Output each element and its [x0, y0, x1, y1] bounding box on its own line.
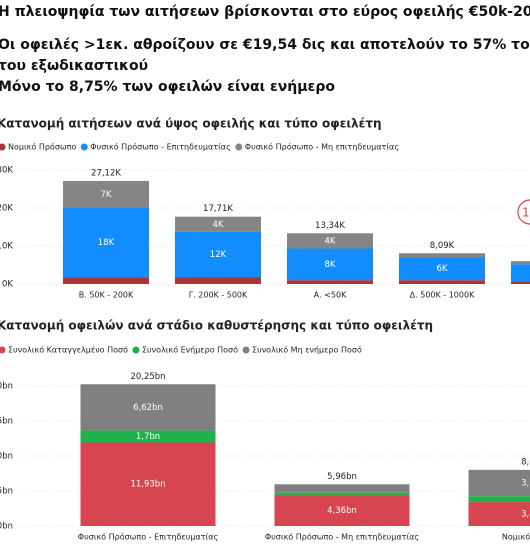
data-label: 11,93bn [130, 480, 165, 490]
bar-segment [399, 253, 485, 258]
bar-segment [287, 248, 373, 281]
total-label: 8,02bn [521, 457, 530, 467]
bar-segment [63, 277, 149, 284]
total-label: 8,09K [430, 241, 455, 251]
legend-label: Φυσικό Πρόσωπο - Επιτηδευματίας [90, 142, 230, 152]
y-tick-label: 20K [0, 204, 13, 214]
data-label: 12K [210, 250, 227, 260]
header-line: Μόνο το 8,75% των οφειλών είναι ενήμερο [0, 79, 335, 95]
legend-label: Συνολικό Ενήμερο Ποσό [142, 345, 238, 355]
header-line: του εξωδικαστικού [0, 58, 148, 74]
legend-marker [132, 346, 140, 354]
total-label: 20,25bn [130, 372, 165, 382]
y-tick-label: 5bn [0, 487, 13, 497]
bar-segment [468, 469, 530, 497]
data-label: 4K [213, 220, 224, 230]
legend-label: Συνολικό Μη ενήμερο Ποσό [252, 345, 362, 355]
total-label: 13,34K [315, 221, 345, 231]
total-label: 27,12K [91, 168, 121, 178]
bar-segment [511, 281, 530, 284]
bar-segment [80, 384, 216, 431]
bar-segment [175, 277, 261, 284]
data-label: 6,62bn [133, 403, 163, 413]
bar-segment [274, 495, 410, 526]
total-label: 5,96bn [327, 472, 357, 482]
legend-label: Νομικό Πρόσωπο [8, 142, 76, 152]
legend-marker [0, 346, 6, 354]
y-tick-label: 0K [2, 280, 13, 290]
chart-title: Κατανομή οφειλών ανά στάδιο καθυστέρησης… [0, 319, 433, 333]
data-label: 4K [325, 236, 336, 246]
x-tick-label: Νομικό Πρόσωπο [502, 532, 530, 542]
header-line: Η πλειοψηφία των αιτήσεων βρίσκονται στο… [0, 4, 530, 20]
bar-segment [399, 257, 485, 281]
bar-segment [511, 261, 530, 265]
total-label: 17,71K [203, 204, 233, 214]
legend-label: Φυσικό Πρόσωπο - Μη επιτηδευματίας [245, 142, 399, 152]
bar-segment [274, 484, 410, 493]
y-tick-label: 10K [0, 242, 13, 252]
legend-marker [235, 143, 243, 151]
bar-segment [175, 231, 261, 278]
bar-segment [63, 180, 149, 208]
legend-label: Συνολικό Καταγγελμένο Ποσό [8, 345, 128, 355]
data-label: 7K [101, 190, 112, 200]
x-tick-label: Γ. 200K - 500K [189, 291, 248, 300]
y-tick-label: 10bn [0, 452, 13, 462]
bar-segment [175, 216, 261, 232]
bar-segment [468, 496, 530, 503]
legend-marker [242, 346, 250, 354]
legend-marker [80, 143, 88, 151]
bar-segment [399, 280, 485, 284]
data-label: 3,76bn [521, 479, 530, 489]
bar-segment [287, 233, 373, 249]
legend-marker [0, 143, 6, 151]
bar-segment [80, 442, 216, 526]
data-label: 1,7bn [136, 432, 160, 442]
data-label: 6K [437, 264, 448, 274]
bar-segment [468, 502, 530, 526]
y-tick-label: 20bn [0, 382, 13, 392]
header-line: Οι οφειλές >1εκ. αθροίζουν σε €19,54 δις… [0, 37, 530, 53]
bar-segment [274, 492, 410, 496]
annotation-badge [517, 199, 530, 225]
x-tick-label: Φυσικό Πρόσωπο - Επιτηδευματίας [78, 532, 218, 542]
bar-segment [80, 430, 216, 443]
data-label: 8K [325, 260, 336, 270]
data-label: 3,42bn [521, 510, 530, 520]
bar-segment [511, 264, 530, 282]
y-tick-label: 30K [0, 166, 13, 176]
annotation-text: 1 [522, 206, 530, 220]
bar-segment [287, 280, 373, 284]
data-label: 18K [98, 238, 115, 248]
bar-segment [63, 207, 149, 278]
chart-title: Κατανομή αιτήσεων ανά ύψος οφειλής και τ… [0, 117, 382, 131]
x-tick-label: Α. <50K [314, 291, 347, 300]
x-tick-label: Β. 50K - 200K [79, 291, 134, 300]
x-tick-label: Δ. 500K - 1000K [410, 291, 475, 300]
y-tick-label: 0bn [0, 522, 13, 532]
y-tick-label: 15bn [0, 417, 13, 427]
data-label: 4,36bn [327, 506, 357, 516]
x-tick-label: Φυσικό Πρόσωπο - Μη επιτηδευματίας [265, 532, 419, 542]
